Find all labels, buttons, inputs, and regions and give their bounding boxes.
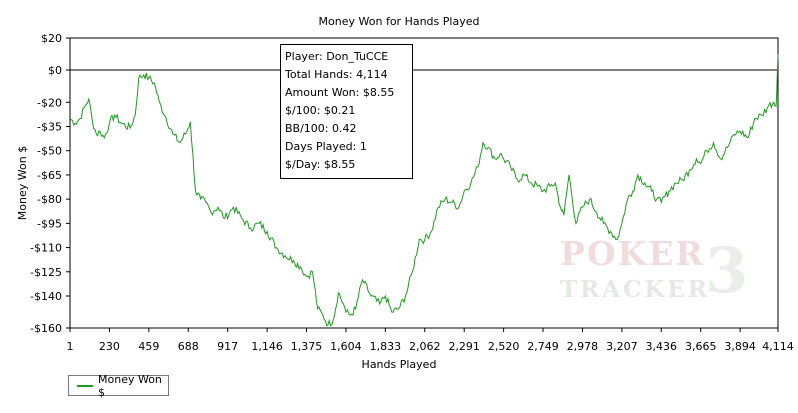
watermark-line1: POKER (560, 234, 705, 273)
x-tick-label: 2,520 (488, 340, 520, 353)
tooltip-bb-100: BB/100: 0.42 (285, 122, 357, 135)
x-tick-label: 2,062 (409, 340, 441, 353)
x-axis-title: Hands Played (362, 358, 437, 371)
tooltip-amount-won: Amount Won: $8.55 (285, 86, 395, 99)
x-tick-label: 1,146 (251, 340, 283, 353)
y-tick-label: -$95 (37, 217, 62, 230)
watermark-line2: TRACKER (560, 276, 711, 303)
x-tick-label: 459 (138, 340, 159, 353)
x-tick-label: 3,894 (724, 340, 756, 353)
y-tick-label: -$65 (37, 169, 62, 182)
chart-legend: Money Won $ (68, 372, 169, 399)
y-tick-label: -$125 (30, 266, 62, 279)
legend-label: Money Won $ (98, 372, 162, 399)
x-tick-label: 2,291 (448, 340, 480, 353)
watermark-digit: 3 (705, 234, 751, 307)
x-tick-label: 2,978 (567, 340, 599, 353)
x-tick-label: 4,114 (762, 340, 794, 353)
y-tick-label: -$35 (37, 121, 62, 134)
x-tick-label: 1,833 (370, 340, 402, 353)
x-tick-label: 1,604 (330, 340, 362, 353)
x-tick-label: 230 (99, 340, 120, 353)
x-axis-ticks: 1 230 459 688 917 1,146 1,375 1,604 1,833 2,062 2,… (67, 328, 794, 353)
x-tick-label: 3,665 (685, 340, 717, 353)
stats-tooltip: Player: Don_TuCCE Total Hands: 4,114 Amo… (280, 44, 413, 179)
y-tick-label: -$160 (30, 322, 62, 335)
y-tick-label: $20 (41, 32, 62, 45)
x-tick-label: 1 (67, 340, 74, 353)
series-line-money-won (69, 53, 779, 327)
x-tick-label: 688 (178, 340, 199, 353)
tooltip-total-hands: Total Hands: 4,114 (285, 68, 388, 81)
y-tick-label: $0 (48, 64, 62, 77)
tooltip-per-day: $/Day: $8.55 (285, 158, 356, 171)
x-tick-label: 3,207 (606, 340, 638, 353)
chart-title: Money Won for Hands Played (319, 15, 480, 28)
tooltip-per-100: $/100: $0.21 (285, 104, 356, 117)
tooltip-days-played: Days Played: 1 (285, 140, 367, 153)
y-tick-label: -$20 (37, 96, 62, 109)
plot-frame (69, 37, 779, 329)
poker-tracker-watermark: POKER TRACKER 3 (560, 234, 780, 309)
x-tick-label: 1,375 (291, 340, 323, 353)
y-tick-label: -$80 (37, 193, 62, 206)
y-tick-label: -$140 (30, 290, 62, 303)
x-tick-label: 917 (217, 340, 238, 353)
y-axis-title: Money Won $ (16, 146, 29, 220)
x-tick-label: 3,436 (646, 340, 678, 353)
tooltip-player: Player: Don_TuCCE (285, 50, 389, 63)
y-axis-ticks: $20 $0 -$20 -$35 -$50 -$65 -$80 -$95 -$110 -$125 -… (30, 32, 70, 335)
y-tick-label: -$50 (37, 145, 62, 158)
legend-swatch (77, 384, 93, 387)
y-tick-label: -$110 (30, 242, 62, 255)
x-tick-label: 2,749 (527, 340, 559, 353)
